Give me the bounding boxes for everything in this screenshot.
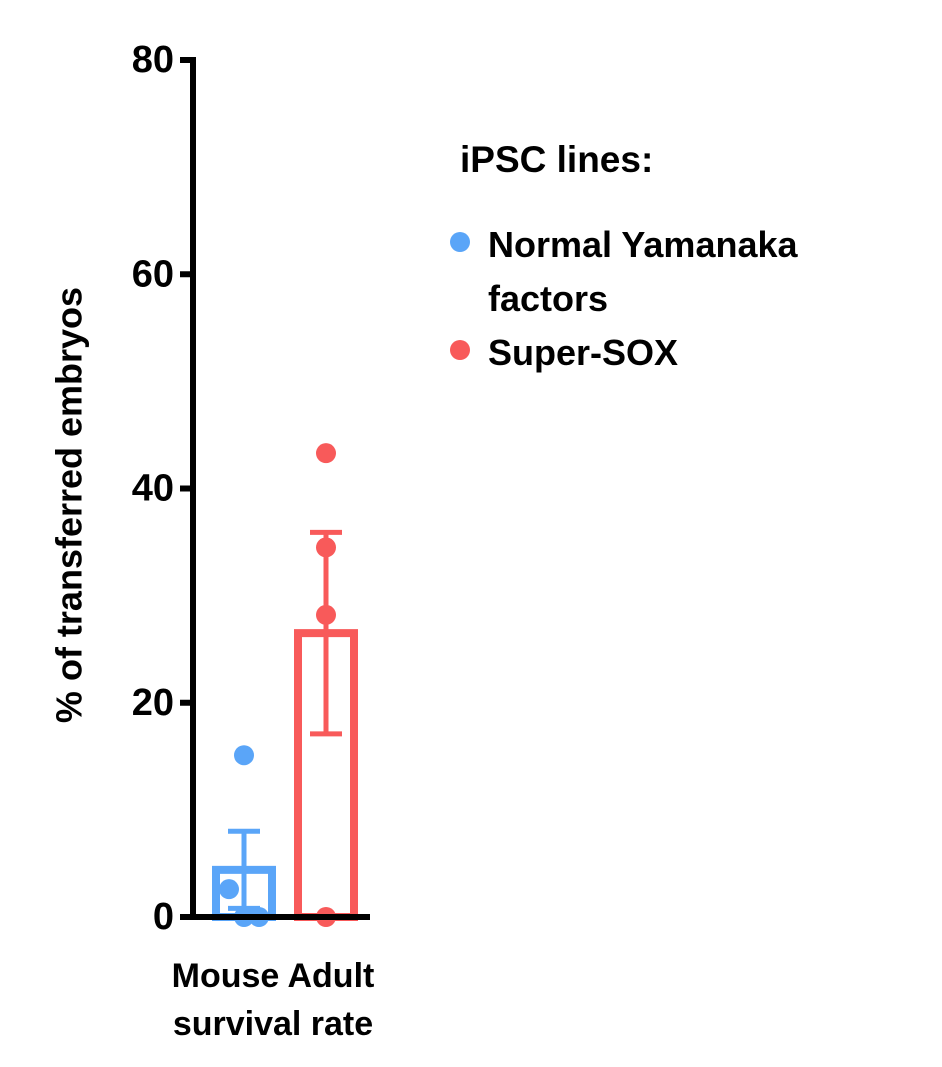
data-point: [234, 745, 254, 766]
legend-title: iPSC lines:: [460, 139, 653, 180]
y-tick-label: 60: [132, 253, 174, 295]
legend-label: Normal Yamanaka factors: [488, 224, 798, 319]
legend-marker: [450, 340, 470, 360]
data-point: [219, 879, 239, 900]
y-tick-label: 40: [132, 468, 174, 510]
legend-label: Super-SOX: [488, 332, 679, 373]
x-tick-label: Mouse Adult survival rate: [171, 957, 375, 1043]
y-tick-label: 20: [132, 682, 174, 724]
data-point: [316, 604, 336, 625]
y-tick-label: 0: [153, 896, 174, 938]
data-point: [316, 537, 336, 558]
y-tick-label: 80: [132, 39, 174, 81]
legend-marker: [450, 232, 470, 252]
data-point: [316, 443, 336, 464]
y-axis-title: % of transferred embryos: [49, 287, 90, 723]
